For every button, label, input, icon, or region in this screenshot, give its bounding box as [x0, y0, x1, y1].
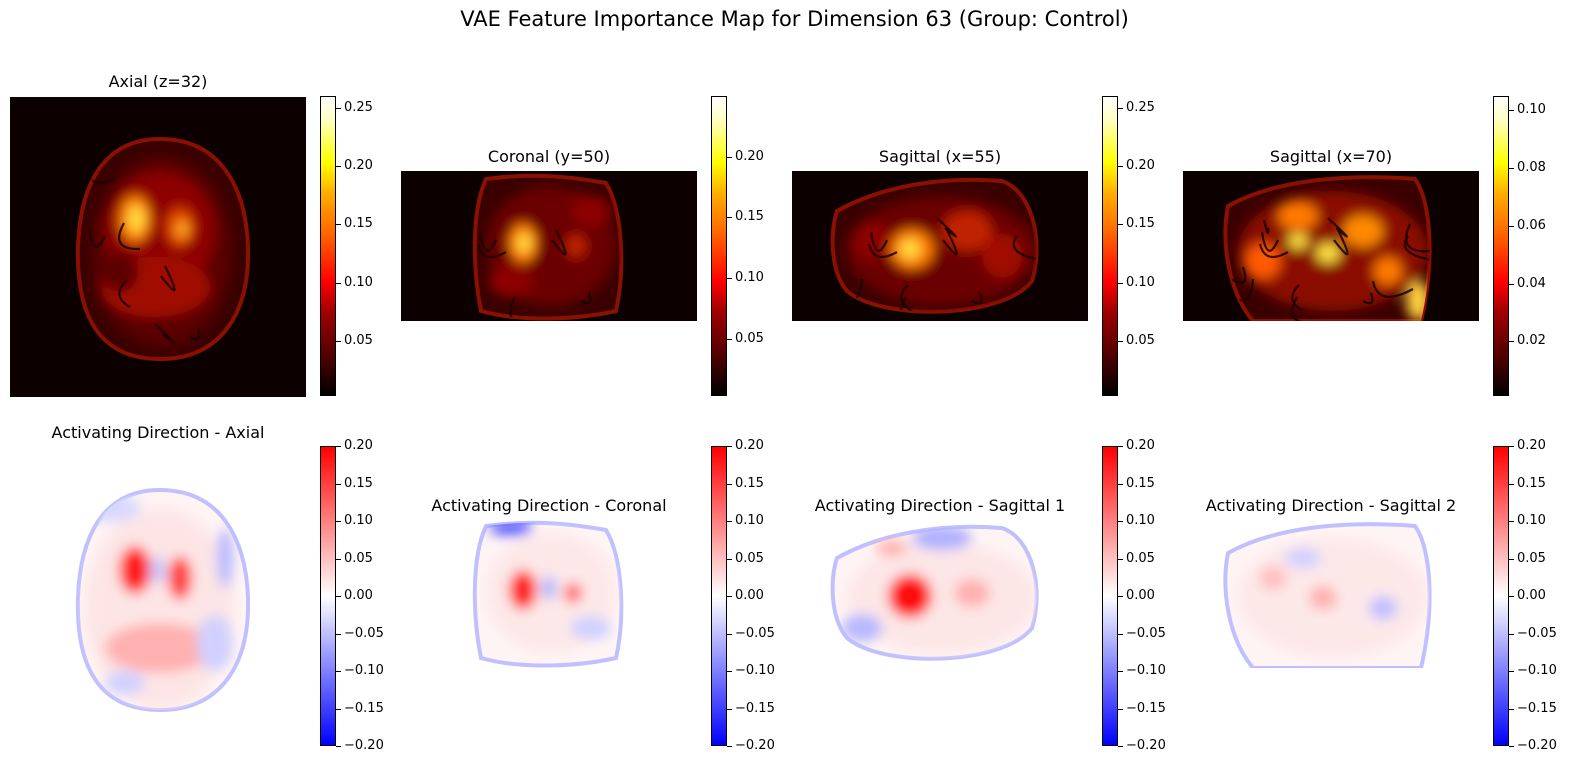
colorbar-tick-label: −0.20 [727, 738, 775, 753]
colorbar-tick-label: 0.05 [727, 550, 764, 566]
colorbar-tick-label: 0.10 [1509, 102, 1546, 118]
activating-direction-colorbar [320, 446, 336, 746]
panel-title: Coronal (y=50) [487, 147, 611, 166]
colorbar-tick-label: 0.10 [1118, 513, 1155, 528]
colorbar-tick-label: 0.10 [727, 513, 764, 528]
colorbar-tick-label: 0.08 [1509, 160, 1546, 176]
colorbar-tick-label: −0.10 [727, 663, 775, 678]
importance-image-coronal [401, 171, 697, 321]
importance-image-sagittal2 [1183, 171, 1479, 321]
panel-title: Axial (z=32) [108, 72, 208, 91]
colorbar-tick-label: 0.15 [336, 216, 373, 232]
importance-image-sagittal1 [792, 171, 1088, 321]
activating-direction-colorbar [1102, 446, 1118, 746]
colorbar-tick-label: 0.00 [727, 588, 764, 603]
colorbar-tick-label: −0.15 [727, 700, 775, 716]
figure-title: VAE Feature Importance Map for Dimension… [460, 7, 1129, 31]
colorbar-tick-label: 0.20 [727, 148, 764, 164]
colorbar-tick-label: 0.05 [1118, 333, 1155, 349]
activating-direction-image-sagittal2 [1183, 518, 1479, 668]
colorbar-tick-label: 0.00 [1118, 588, 1155, 603]
colorbar-tick-label: 0.05 [1509, 550, 1546, 566]
panel-title: Activating Direction - Axial [51, 423, 265, 442]
colorbar-tick-label: 0.15 [1118, 475, 1155, 491]
activating-direction-colorbar [711, 446, 727, 746]
colorbar-tick-label: −0.20 [1118, 738, 1166, 753]
panel-title: Activating Direction - Sagittal 1 [814, 496, 1066, 515]
colorbar-tick-label: −0.05 [1509, 625, 1557, 641]
colorbar-tick-label: 0.20 [336, 158, 373, 174]
colorbar-tick-label: 0.15 [336, 475, 373, 491]
colorbar-tick-label: 0.25 [336, 99, 373, 115]
importance-colorbar [1102, 96, 1118, 396]
colorbar-tick-label: 0.05 [336, 333, 373, 349]
colorbar-tick-label: 0.06 [1509, 217, 1546, 233]
colorbar-tick-label: 0.05 [1118, 550, 1155, 566]
colorbar-tick-label: 0.20 [336, 438, 373, 453]
colorbar-tick-label: −0.10 [336, 663, 384, 678]
colorbar-tick-label: 0.10 [1118, 274, 1155, 290]
panel-title: Activating Direction - Sagittal 2 [1205, 496, 1457, 515]
colorbar-tick-label: −0.10 [1509, 663, 1557, 678]
colorbar-tick-label: 0.02 [1509, 333, 1546, 349]
colorbar-tick-label: 0.15 [727, 209, 764, 225]
importance-image-axial [10, 97, 306, 397]
colorbar-tick-label: −0.15 [336, 700, 384, 716]
colorbar-tick-label: 0.20 [1118, 158, 1155, 174]
colorbar-tick-label: 0.20 [1509, 438, 1546, 453]
colorbar-tick-label: 0.10 [336, 513, 373, 528]
activating-direction-colorbar [1493, 446, 1509, 746]
colorbar-tick-label: −0.05 [336, 625, 384, 641]
colorbar-tick-label: −0.20 [1509, 738, 1557, 753]
colorbar-tick-label: −0.15 [1509, 700, 1557, 716]
panel-title: Sagittal (x=55) [878, 147, 1002, 166]
activating-direction-image-axial [10, 448, 306, 748]
colorbar-tick-label: −0.05 [727, 625, 775, 641]
colorbar-tick-label: 0.10 [336, 274, 373, 290]
activating-direction-image-sagittal1 [792, 518, 1088, 668]
importance-colorbar [320, 96, 336, 396]
colorbar-tick-label: 0.15 [1118, 216, 1155, 232]
colorbar-tick-label: 0.20 [1118, 438, 1155, 453]
importance-colorbar [1493, 96, 1509, 396]
colorbar-tick-label: 0.00 [336, 588, 373, 603]
colorbar-tick-label: 0.25 [1118, 99, 1155, 115]
colorbar-tick-label: 0.00 [1509, 588, 1546, 603]
colorbar-tick-label: 0.15 [1509, 475, 1546, 491]
colorbar-tick-label: 0.10 [1509, 513, 1546, 528]
activating-direction-image-coronal [401, 518, 697, 668]
colorbar-tick-label: 0.15 [727, 475, 764, 491]
colorbar-tick-label: 0.05 [727, 330, 764, 346]
colorbar-tick-label: −0.10 [1118, 663, 1166, 678]
colorbar-tick-label: −0.05 [1118, 625, 1166, 641]
importance-colorbar [711, 96, 727, 396]
colorbar-tick-label: −0.20 [336, 738, 384, 753]
panel-title: Sagittal (x=70) [1269, 147, 1393, 166]
colorbar-tick-label: 0.05 [336, 550, 373, 566]
colorbar-tick-label: 0.10 [727, 270, 764, 286]
colorbar-tick-label: 0.20 [727, 438, 764, 453]
colorbar-tick-label: −0.15 [1118, 700, 1166, 716]
panel-title: Activating Direction - Coronal [431, 496, 667, 515]
colorbar-tick-label: 0.04 [1509, 275, 1546, 291]
